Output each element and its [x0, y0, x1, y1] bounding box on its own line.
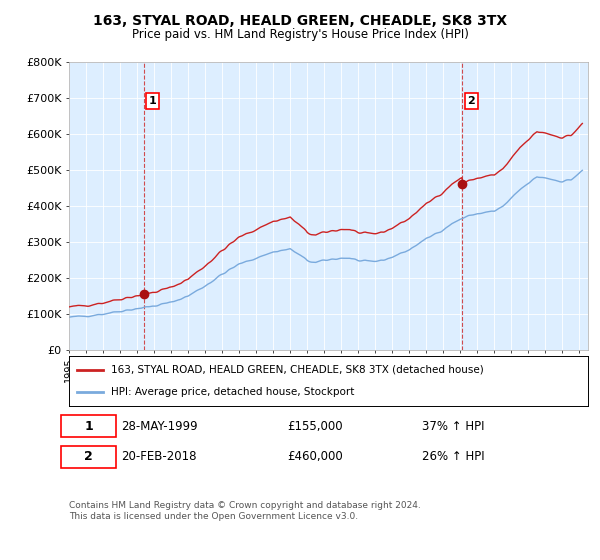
Text: 26% ↑ HPI: 26% ↑ HPI [422, 450, 485, 464]
Text: 1: 1 [149, 96, 157, 106]
FancyBboxPatch shape [61, 446, 116, 468]
Text: 2: 2 [467, 96, 475, 106]
Text: 20-FEB-2018: 20-FEB-2018 [121, 450, 196, 464]
FancyBboxPatch shape [61, 415, 116, 437]
Text: HPI: Average price, detached house, Stockport: HPI: Average price, detached house, Stoc… [110, 387, 354, 397]
Text: 28-MAY-1999: 28-MAY-1999 [121, 419, 197, 433]
Text: £460,000: £460,000 [287, 450, 343, 464]
Text: Price paid vs. HM Land Registry's House Price Index (HPI): Price paid vs. HM Land Registry's House … [131, 28, 469, 41]
Text: 163, STYAL ROAD, HEALD GREEN, CHEADLE, SK8 3TX (detached house): 163, STYAL ROAD, HEALD GREEN, CHEADLE, S… [110, 365, 483, 375]
Text: 1: 1 [85, 419, 93, 433]
Text: £155,000: £155,000 [287, 419, 343, 433]
Text: 163, STYAL ROAD, HEALD GREEN, CHEADLE, SK8 3TX: 163, STYAL ROAD, HEALD GREEN, CHEADLE, S… [93, 14, 507, 28]
Text: Contains HM Land Registry data © Crown copyright and database right 2024.
This d: Contains HM Land Registry data © Crown c… [69, 501, 421, 521]
Text: 2: 2 [85, 450, 93, 464]
Text: 37% ↑ HPI: 37% ↑ HPI [422, 419, 484, 433]
